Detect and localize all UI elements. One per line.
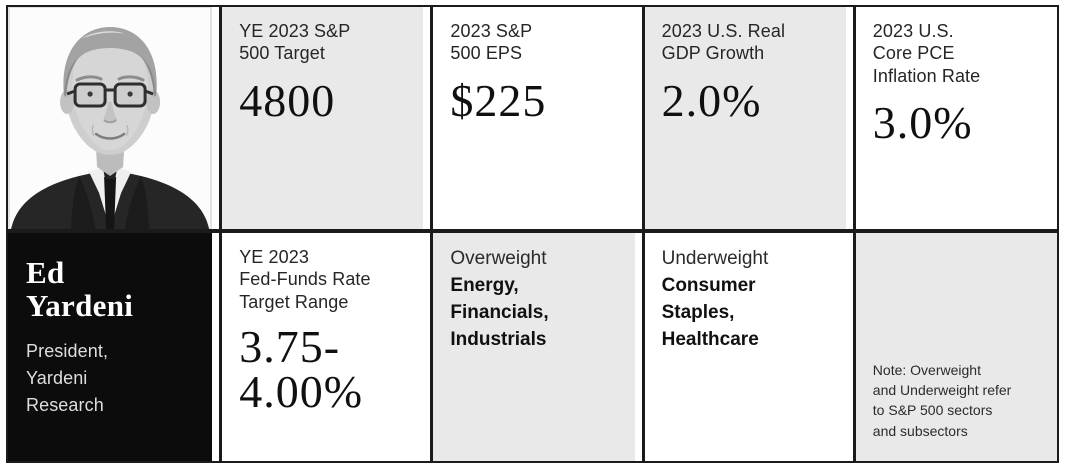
stat-sp500-eps: 2023 S&P 500 EPS $225 <box>430 7 635 229</box>
underweight-lead: Underweight <box>661 248 769 269</box>
person-title: President, Yardeni Research <box>26 340 109 415</box>
position-overweight: Overweight Energy, Financials, Industria… <box>430 233 635 461</box>
ed-yardeni-photo <box>8 7 213 229</box>
stat-sp500-target-value: 4800 <box>239 74 336 126</box>
underweight-sectors: Consumer Staples, Healthcare <box>661 274 759 350</box>
stat-gdp-growth-label: 2023 U.S. Real GDP Growth <box>661 21 786 64</box>
stat-fed-funds: YE 2023 Fed-Funds Rate Target Range 3.75… <box>219 233 424 461</box>
photo-cell <box>8 7 213 229</box>
stat-sp500-target: YE 2023 S&P 500 Target 4800 <box>219 7 424 229</box>
forecast-card: YE 2023 S&P 500 Target 4800 2023 S&P 500… <box>6 5 1059 463</box>
stat-gdp-growth-value: 2.0% <box>661 74 762 126</box>
person-name: Ed Yardeni <box>26 255 134 323</box>
position-underweight: Underweight Consumer Staples, Healthcare <box>641 233 846 461</box>
note-cell: Note: Overweight and Underweight refer t… <box>852 233 1057 461</box>
row-bottom: Ed Yardeni President, Yardeni Research Y… <box>8 233 1057 461</box>
stat-fed-funds-label: YE 2023 Fed-Funds Rate Target Range <box>239 247 371 312</box>
stat-core-pce-label: 2023 U.S. Core PCE Inflation Rate <box>872 21 981 86</box>
stat-core-pce: 2023 U.S. Core PCE Inflation Rate 3.0% <box>852 7 1057 229</box>
stat-sp500-eps-value: $225 <box>450 74 547 126</box>
stat-sp500-eps-label: 2023 S&P 500 EPS <box>450 21 533 64</box>
stat-sp500-target-label: YE 2023 S&P 500 Target <box>239 21 351 64</box>
stat-gdp-growth: 2023 U.S. Real GDP Growth 2.0% <box>641 7 846 229</box>
stat-fed-funds-value: 3.75- 4.00% <box>239 320 364 418</box>
note-text: Note: Overweight and Underweight refer t… <box>872 361 1012 439</box>
overweight-lead: Overweight <box>450 248 547 269</box>
row-top: YE 2023 S&P 500 Target 4800 2023 S&P 500… <box>8 7 1057 229</box>
person-panel: Ed Yardeni President, Yardeni Research <box>8 233 213 461</box>
overweight-sectors: Energy, Financials, Industrials <box>450 274 549 350</box>
stat-core-pce-value: 3.0% <box>872 96 973 148</box>
row-divider <box>8 229 1057 233</box>
